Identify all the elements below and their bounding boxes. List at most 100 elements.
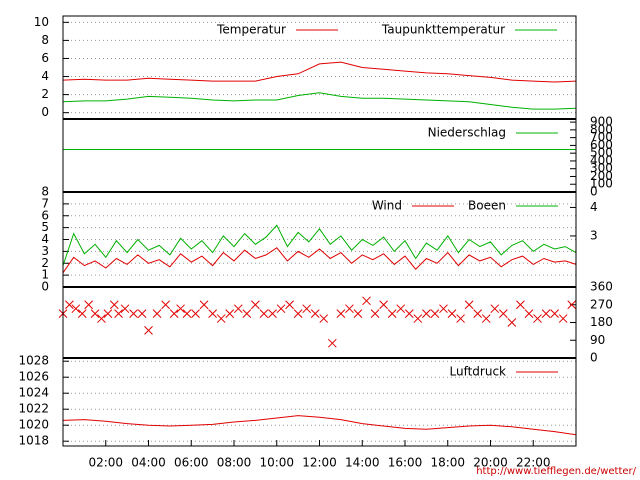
point: [65, 300, 74, 310]
y2-tick-label: 180: [590, 315, 613, 329]
y-tick-label: 1022: [18, 402, 49, 416]
point: [208, 309, 217, 318]
point: [404, 309, 414, 318]
y2-tick-label: 360: [590, 280, 613, 294]
y-tick-label: 8: [41, 33, 49, 47]
point: [259, 309, 269, 318]
point: [285, 300, 294, 310]
y2-tick-label: 900: [590, 115, 613, 129]
point: [268, 309, 277, 318]
point: [447, 309, 457, 318]
y-tick-label: 1024: [18, 386, 49, 400]
point: [422, 309, 431, 318]
y2-tick-label: 500: [590, 146, 613, 160]
point: [225, 309, 235, 318]
series-line: [62, 61, 577, 83]
legend-label: Niederschlag: [428, 126, 506, 140]
y-tick-label: 1018: [18, 434, 49, 448]
point: [541, 309, 551, 318]
point: [233, 304, 243, 314]
y-tick-label: 0: [41, 105, 49, 119]
y-tick-label: 2: [41, 87, 49, 101]
point: [567, 300, 577, 310]
y-tick-label: 0: [41, 280, 49, 294]
footer: http://www.tiefflegen.de/wetter/: [476, 466, 636, 477]
point: [182, 309, 192, 318]
series-line: [62, 415, 577, 436]
y2-tick-label: 270: [590, 297, 613, 311]
point: [481, 314, 491, 323]
point: [90, 309, 100, 318]
point: [251, 300, 260, 310]
point: [353, 309, 363, 318]
point: [129, 309, 138, 318]
point: [379, 300, 388, 310]
point: [396, 304, 406, 314]
point: [103, 309, 113, 318]
y2-tick-label: 100: [590, 177, 613, 191]
x-tick-label: 04:00: [131, 456, 166, 470]
series-line: [62, 224, 577, 266]
y-tick-label: 3: [41, 244, 49, 258]
point: [97, 314, 106, 323]
point: [84, 300, 94, 310]
x-tick-label: 16:00: [388, 456, 423, 470]
point: [336, 309, 346, 318]
point: [319, 314, 329, 323]
y2-tick-label: 4: [590, 200, 598, 214]
point: [152, 309, 162, 318]
point: [413, 314, 423, 323]
point: [464, 300, 474, 310]
point: [191, 309, 200, 318]
x-tick-label: 22:00: [516, 456, 551, 470]
y2-tick-label: 0: [590, 185, 598, 199]
point: [109, 300, 119, 310]
x-tick-label: 20:00: [473, 456, 508, 470]
x-tick-label: 14:00: [345, 456, 380, 470]
point: [169, 309, 179, 318]
y2-tick-label: 300: [590, 161, 613, 175]
x-tick-label: 02:00: [88, 456, 123, 470]
point: [439, 304, 448, 314]
series-line: [62, 247, 577, 274]
point: [144, 326, 153, 335]
point: [199, 300, 209, 310]
point: [302, 304, 312, 314]
y-tick-label: 7: [41, 196, 49, 210]
point: [216, 314, 226, 323]
y2-tick-label: 200: [590, 169, 613, 183]
y-tick-label: 6: [41, 208, 49, 222]
point: [276, 304, 286, 314]
y-tick-label: 5: [41, 220, 49, 234]
point: [533, 314, 542, 323]
point: [120, 304, 130, 314]
y-tick-label: 6: [41, 51, 49, 65]
x-tick-label: 18:00: [430, 456, 465, 470]
legend-label: Taupunkttemperatur: [381, 23, 505, 37]
point: [524, 309, 534, 318]
point: [516, 300, 525, 310]
point: [550, 309, 559, 318]
point: [558, 314, 568, 323]
point: [77, 309, 87, 318]
y-tick-label: 1020: [18, 418, 49, 432]
y-tick-label: 4: [41, 232, 49, 246]
point: [370, 309, 380, 318]
point: [430, 309, 440, 318]
point: [345, 304, 354, 314]
y2-tick-label: 3: [590, 228, 598, 242]
y-tick-label: 1026: [18, 370, 49, 384]
legend-label: Wind: [372, 199, 402, 213]
y-tick-label: 4: [41, 69, 49, 83]
y-tick-label: 1028: [18, 354, 49, 368]
point: [137, 309, 147, 318]
x-tick-label: 08:00: [217, 456, 252, 470]
point: [327, 338, 337, 348]
y-tick-label: 2: [41, 256, 49, 270]
point: [293, 309, 303, 318]
point: [310, 309, 320, 318]
y2-tick-label: 800: [590, 122, 613, 136]
y2-tick-label: 0: [590, 351, 598, 365]
point: [456, 314, 465, 323]
